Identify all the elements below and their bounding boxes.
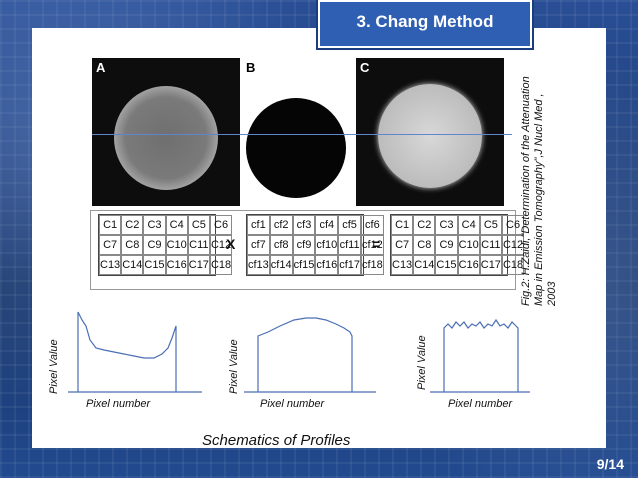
image-a: A xyxy=(92,58,240,206)
image-c: C xyxy=(356,58,504,206)
matrix-cell: C17 xyxy=(479,255,502,275)
matrix-cell: C16 xyxy=(165,255,188,275)
profile-b-xlabel: Pixel number xyxy=(260,398,325,410)
matrix-cell: C8 xyxy=(413,235,436,255)
matrix-cell: C9 xyxy=(143,235,166,255)
matrix-cell: cf18 xyxy=(360,255,384,275)
matrix-cell: C6 xyxy=(501,215,525,235)
matrix-cell: cf1 xyxy=(247,215,270,235)
profile-plot-b xyxy=(244,298,384,398)
matrix-cell: C3 xyxy=(143,215,166,235)
matrix-cell: cf5 xyxy=(338,215,361,235)
matrix-c: C1 C2 C3 C4 C5 C6 C7 C8 C9 C10 C11 C12 C… xyxy=(390,214,525,276)
attenuation-map-disk xyxy=(246,98,346,198)
matrix-cell: C1 xyxy=(99,215,122,235)
matrix-cell: C5 xyxy=(479,215,502,235)
matrix-cell: C8 xyxy=(121,235,144,255)
matrix-cell: cf16 xyxy=(315,255,339,275)
matrix-cell: C9 xyxy=(435,235,458,255)
matrix-cell: cf3 xyxy=(292,215,316,235)
slide-title: 3. Chang Method xyxy=(318,0,532,48)
matrix-cell: cf12 xyxy=(360,235,384,255)
matrix-cell: C6 xyxy=(209,215,233,235)
profile-curve-c xyxy=(430,318,530,393)
profile-plot-a xyxy=(64,298,204,398)
matrix-cell: C4 xyxy=(165,215,188,235)
matrix-cell: cf17 xyxy=(338,255,361,275)
matrix-cell: C15 xyxy=(143,255,166,275)
profile-curve-a xyxy=(68,311,202,393)
image-b-label: B xyxy=(246,60,256,75)
matrix-cell: C18 xyxy=(209,255,233,275)
multiply-operator: X xyxy=(226,236,236,252)
equals-operator: = xyxy=(372,236,381,252)
matrix-cell: cf2 xyxy=(269,215,293,235)
matrix-cell: C7 xyxy=(391,235,414,255)
phantom-disk-c xyxy=(378,84,482,188)
matrix-cell: C10 xyxy=(165,235,188,255)
figure-caption-text: Fig.2: H.Zaidi,"Determination of the Att… xyxy=(520,76,558,306)
profile-c-ylabel: Pixel Value xyxy=(416,335,428,390)
phantom-disk-a xyxy=(114,86,218,190)
matrix-cell: cf13 xyxy=(247,255,270,275)
profile-c-xlabel: Pixel number xyxy=(448,398,513,410)
matrix-cell: C13 xyxy=(391,255,414,275)
matrix-cell: cf7 xyxy=(247,235,270,255)
schematics-caption: Schematics of Profiles xyxy=(202,432,351,449)
matrix-cell: C5 xyxy=(187,215,210,235)
matrix-cell: C18 xyxy=(501,255,525,275)
matrix-cell: C2 xyxy=(121,215,144,235)
matrix-cell: cf8 xyxy=(269,235,293,255)
image-a-label: A xyxy=(96,60,106,75)
matrix-cell: C15 xyxy=(435,255,458,275)
matrix-cell: C14 xyxy=(413,255,436,275)
matrix-cell: cf6 xyxy=(360,215,384,235)
matrix-cell: C7 xyxy=(99,235,122,255)
matrix-cell: cf10 xyxy=(315,235,339,255)
matrix-cell: cf15 xyxy=(292,255,316,275)
matrix-cell: C3 xyxy=(435,215,458,235)
page-number: 9/14 xyxy=(596,456,624,472)
matrix-cell: C16 xyxy=(457,255,480,275)
matrix-cell: cf14 xyxy=(269,255,293,275)
image-b: B xyxy=(246,58,346,206)
matrix-cell: C1 xyxy=(391,215,414,235)
image-c-label: C xyxy=(360,60,370,75)
matrix-cell: C10 xyxy=(457,235,480,255)
matrix-cell: C2 xyxy=(413,215,436,235)
profile-plot-c xyxy=(430,298,570,398)
matrix-cell: C11 xyxy=(479,235,502,255)
matrix-a: C1 C2 C3 C4 C5 C6 C7 C8 C9 C10 C11 C12 C… xyxy=(98,214,233,276)
matrix-cell: cf11 xyxy=(338,235,361,255)
matrix-cell: C14 xyxy=(121,255,144,275)
matrix-equation-box xyxy=(90,210,516,290)
matrix-cell: C4 xyxy=(457,215,480,235)
profile-b-ylabel: Pixel Value xyxy=(228,339,240,394)
matrix-cell: C11 xyxy=(187,235,210,255)
matrix-cell: cf4 xyxy=(315,215,339,235)
matrix-cell: C12 xyxy=(209,235,233,255)
matrix-cell: C13 xyxy=(99,255,122,275)
profile-a-ylabel: Pixel Value xyxy=(48,339,60,394)
matrix-cell: C12 xyxy=(501,235,525,255)
matrix-cf: cf1 cf2 cf3 cf4 cf5 cf6 cf7 cf8 cf9 cf10… xyxy=(246,214,384,276)
profile-line xyxy=(92,134,512,135)
profile-a-xlabel: Pixel number xyxy=(86,398,151,410)
profile-curve-b xyxy=(244,317,376,393)
figure-caption: Fig.2: H.Zaidi,"Determination of the Att… xyxy=(520,70,558,306)
matrix-cell: cf9 xyxy=(292,235,316,255)
matrix-cell: C17 xyxy=(187,255,210,275)
